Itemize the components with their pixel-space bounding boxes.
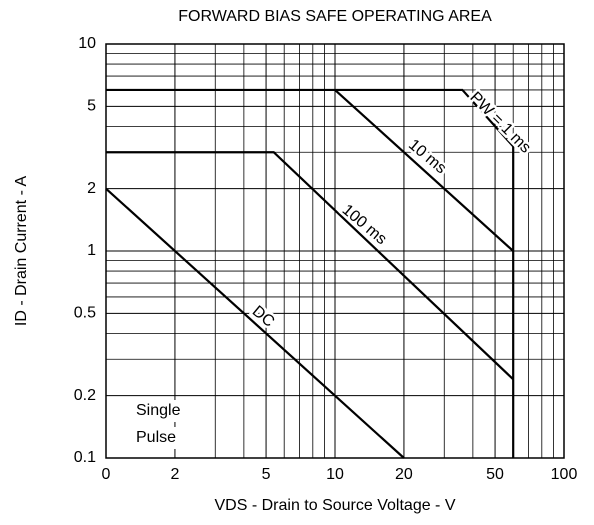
- x-tick-label: 10: [326, 466, 344, 483]
- x-tick-label: 0: [102, 466, 111, 483]
- series-label: 100 ms: [339, 201, 390, 248]
- x-tick-label: 5: [262, 466, 271, 483]
- series-line: [105, 187, 405, 459]
- annotation-bg: [130, 400, 196, 422]
- y-tick-label: 0.1: [74, 449, 96, 466]
- series-label: 10 ms: [405, 136, 449, 177]
- x-tick-label: 50: [486, 466, 504, 483]
- x-tick-label: 100: [551, 466, 578, 483]
- chart-title: FORWARD BIAS SAFE OPERATING AREA: [178, 8, 492, 25]
- y-tick-label: 1: [87, 242, 96, 259]
- series-label: PW = 1 ms: [466, 89, 534, 157]
- y-tick-label: 2: [87, 180, 96, 197]
- x-axis-label: VDS - Drain to Source Voltage - V: [215, 497, 456, 514]
- annotation: Pulse: [136, 429, 176, 446]
- x-tick-label: 20: [395, 466, 413, 483]
- y-tick-label: 5: [87, 98, 96, 115]
- annotation: Single: [136, 402, 181, 419]
- y-tick-label: 0.5: [74, 305, 96, 322]
- y-tick-label: 10: [78, 35, 96, 52]
- plot-frame: [105, 43, 565, 459]
- y-axis-label: ID - Drain Current - A: [13, 176, 30, 327]
- series-line: [106, 88, 515, 458]
- series-line: [106, 151, 514, 381]
- series-line: [334, 89, 514, 252]
- x-tick-label: 2: [170, 466, 179, 483]
- annotation-bg: [130, 427, 196, 449]
- y-tick-label: 0.2: [74, 387, 96, 404]
